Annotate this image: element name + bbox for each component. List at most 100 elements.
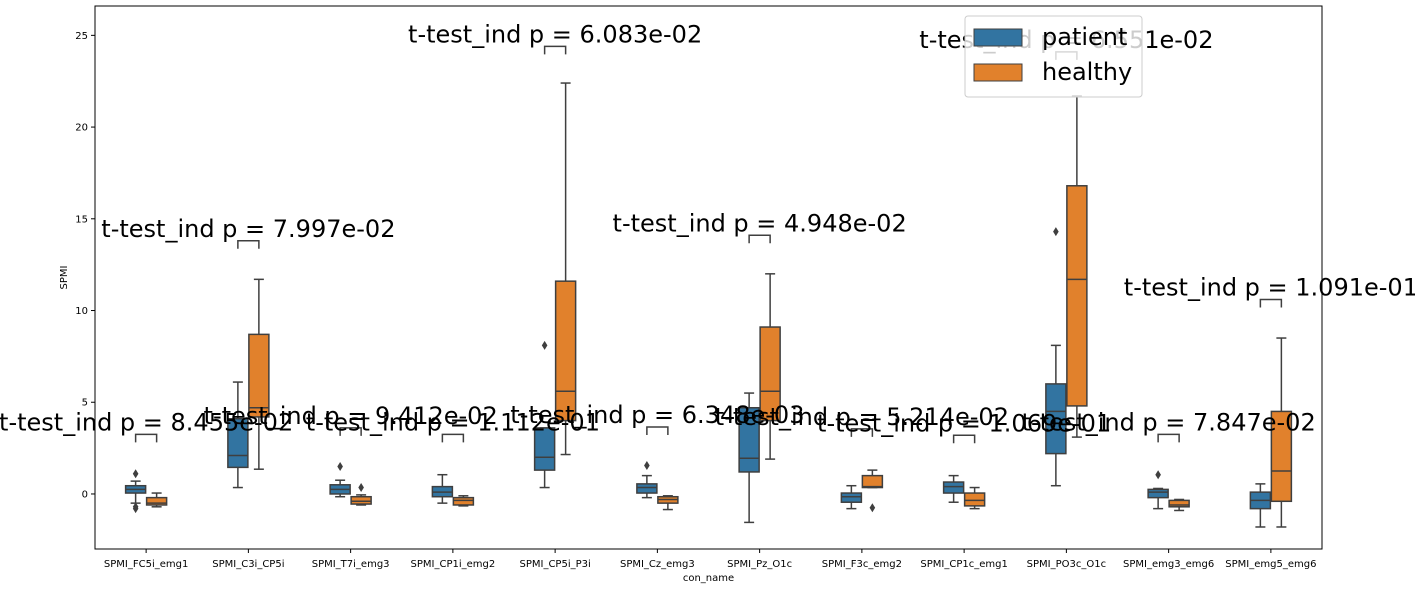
x-axis-ticks: SPMI_FC5i_emg1 SPMI_C3i_CP5i SPMI_T7i_emg3… [104, 549, 1316, 570]
box-patient-2 [329, 461, 351, 498]
box-body [533, 427, 556, 471]
p-value-label: t-test_ind p = 9.412e-02 [204, 402, 498, 430]
annotation-8: t-test_ind p = 1.069e-01 [817, 409, 1111, 444]
box-healthy-4 [554, 82, 577, 456]
box-body [963, 492, 986, 507]
box-body [1045, 383, 1067, 455]
annotation-5: t-test_ind p = 6.348e-03 [510, 401, 804, 436]
box-body [1066, 185, 1088, 407]
significance-bracket [952, 434, 976, 444]
significance-bracket [850, 428, 874, 437]
box-body [248, 333, 270, 418]
p-value-label: t-test_ind p = 7.847e-02 [1022, 408, 1316, 436]
axes-frame [94, 5, 1323, 550]
annotation-10: t-test_ind p = 7.847e-02 [1022, 408, 1316, 443]
box-healthy-8 [963, 486, 986, 510]
outlier-point [132, 469, 139, 479]
box-healthy-10 [1168, 498, 1190, 512]
box-body [840, 492, 863, 503]
legend-swatch [973, 28, 1023, 47]
box-patient-10 [1147, 470, 1169, 510]
significance-bracket [748, 234, 771, 244]
x-tick-label: SPMI_emg5_emg6 [1225, 559, 1316, 570]
y-axis-label: SPMI [59, 266, 70, 290]
x-tick-label: SPMI_T7i_emg3 [312, 559, 390, 570]
p-value-label: t-test_ind p = 1.112e-01 [306, 408, 600, 436]
x-tick-label: SPMI_emg3_emg6 [1123, 559, 1214, 570]
x-tick-label: SPMI_F3c_emg2 [822, 559, 902, 570]
x-axis-label: con_name [683, 573, 734, 584]
x-tick-label: SPMI_Pz_O1c [727, 559, 792, 570]
box-patient-0 [124, 469, 147, 514]
x-tick-label: SPMI_Cz_emg3 [620, 559, 695, 570]
box-body [861, 474, 884, 489]
box-body [1147, 488, 1169, 499]
outlier-point [1053, 227, 1059, 237]
box-body [942, 481, 965, 494]
annotation-1: t-test_ind p = 7.997e-02 [101, 215, 395, 249]
box-patient-1 [227, 381, 249, 489]
box-patient-8 [942, 474, 965, 503]
box-body [738, 406, 760, 473]
box-body [1270, 410, 1293, 503]
legend-label: patient [1042, 23, 1127, 51]
box-patient-5 [636, 461, 658, 499]
x-tick-label: SPMI_CP1i_emg2 [411, 559, 496, 570]
legend-label: healthy [1042, 58, 1132, 86]
x-tick-label: SPMI_CP5i_P3i [519, 559, 590, 570]
y-tick-label: 10 [75, 306, 88, 317]
annotation-3: t-test_ind p = 1.112e-01 [306, 408, 600, 443]
box-body [452, 496, 475, 506]
box-healthy-11 [1270, 337, 1293, 528]
box-patient-11 [1249, 483, 1272, 528]
box-body [759, 326, 781, 422]
outlier-point [358, 483, 364, 493]
p-value-label: t-test_ind p = 5.214e-02 [715, 403, 1009, 431]
significance-bracket [543, 45, 567, 55]
box-healthy-3 [452, 495, 475, 507]
significance-bracket [339, 427, 362, 436]
p-value-label: t-test_ind p = 4.948e-02 [613, 209, 907, 237]
box-healthy-7 [861, 469, 884, 513]
box-healthy-0 [145, 492, 168, 508]
y-tick-label: 0 [82, 489, 88, 500]
p-value-label: t-test_ind p = 6.348e-03 [510, 401, 804, 429]
y-tick-label: 5 [82, 398, 88, 409]
box-healthy-2 [350, 483, 372, 506]
p-value-label: t-test_ind p = 8.455e-02 [0, 408, 293, 436]
outlier-point [132, 504, 139, 514]
p-value-label: t-test_ind p = 6.083e-02 [408, 20, 702, 48]
x-tick-label: SPMI_PO3c_O1c [1027, 559, 1106, 570]
legend-item-healthy: healthy [973, 58, 1132, 86]
box-body [350, 495, 372, 505]
annotation-2: t-test_ind p = 9.412e-02 [204, 402, 498, 436]
box-healthy-1 [248, 278, 270, 470]
legend-item-patient: patient [973, 23, 1127, 51]
annotation-6: t-test_ind p = 4.948e-02 [613, 209, 907, 244]
box-patient-7 [840, 484, 863, 510]
significance-annotations: t-test_ind p = 8.455e-02 t-test_ind p = 7… [0, 20, 1415, 444]
box-patient-9 [1045, 227, 1067, 487]
annotation-4: t-test_ind p = 6.083e-02 [408, 20, 702, 55]
y-tick-label: 15 [75, 214, 88, 225]
legend: patient healthy [964, 15, 1143, 98]
box-healthy-5 [657, 495, 679, 511]
box-body [554, 280, 577, 422]
x-tick-label: SPMI_CP1c_emg1 [920, 559, 1007, 570]
box-body [1168, 499, 1190, 508]
legend-swatch [973, 63, 1023, 82]
outlier-point [541, 340, 548, 350]
significance-bracket [1157, 433, 1180, 443]
x-tick-label: SPMI_C3i_CP5i [212, 559, 284, 570]
outlier-point [1155, 470, 1161, 480]
box-healthy-9 [1066, 95, 1088, 438]
significance-bracket [134, 433, 158, 443]
p-value-label: t-test_ind p = 7.997e-02 [101, 215, 395, 243]
y-tick-label: 25 [75, 31, 88, 42]
annotation-11: t-test_ind p = 1.091e-01 [1124, 274, 1415, 308]
p-value-label: t-test_ind p = 1.091e-01 [1124, 274, 1415, 302]
significance-bracket [646, 426, 669, 436]
y-tick-label: 20 [75, 123, 88, 134]
significance-bracket [441, 433, 465, 443]
